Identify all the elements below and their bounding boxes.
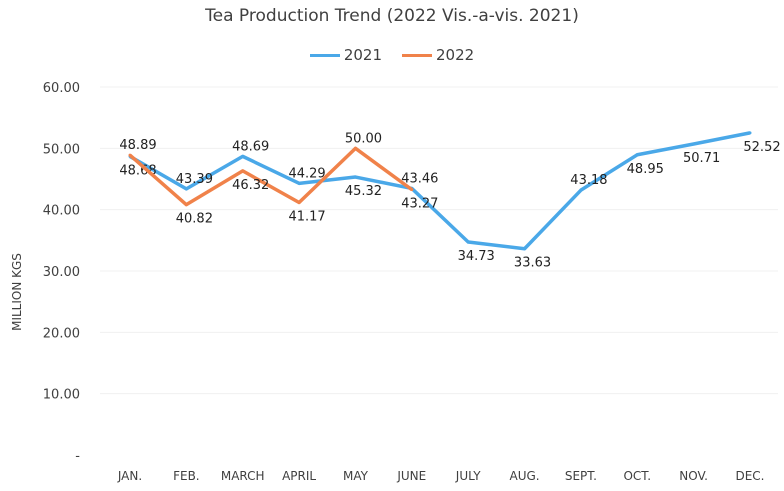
y-tick-label: 30.00 [43,265,80,280]
x-tick-label: JULY [455,469,481,483]
data-point [579,188,583,192]
data-label: 43.39 [176,172,213,187]
legend-label: 2021 [343,46,382,64]
data-label: 40.82 [176,212,213,227]
legend-swatch [309,53,340,57]
x-tick-label: AUG. [509,469,539,483]
data-point [241,169,245,173]
data-label: 48.95 [627,162,664,177]
data-point [241,154,245,158]
data-label: 34.73 [458,249,495,264]
data-point [635,153,639,157]
data-point [748,131,752,135]
data-point [184,203,188,207]
y-tick-label: 20.00 [43,326,80,341]
y-tick-label: 40.00 [43,204,80,219]
data-label: 41.17 [288,209,325,224]
data-label: 44.29 [288,166,325,181]
x-tick-label: OCT. [623,469,651,483]
x-tick-label: JAN. [117,469,142,483]
data-label: 43.46 [401,171,438,186]
data-label: 43.18 [570,173,607,188]
data-label: 48.68 [119,163,156,178]
data-point [466,240,470,244]
legend-swatch [402,53,432,57]
x-tick-label: MAY [343,469,369,483]
legend: 2021 2022 [0,46,784,64]
legend-label: 2022 [436,46,475,64]
data-point [410,188,414,192]
legend-item-2022: 2022 [402,46,474,64]
x-tick-label: JUNE [396,469,426,483]
data-point [297,200,301,204]
data-label: 50.00 [345,131,382,146]
data-label: 46.32 [232,178,269,193]
data-label: 48.69 [232,139,269,154]
data-point [692,142,696,146]
x-tick-label: SEPT. [565,469,597,483]
data-label: 45.32 [345,184,382,199]
y-tick-label: - [75,449,80,464]
x-tick-label: FEB. [173,469,200,483]
data-label: 52.52 [743,140,780,155]
x-tick-label: DEC. [735,469,764,483]
data-point [184,187,188,191]
legend-item-2021: 2021 [309,46,382,64]
data-point [353,175,357,179]
data-label: 48.89 [119,138,156,153]
y-tick-label: 60.00 [43,81,80,96]
data-label: 50.71 [683,151,720,166]
data-point [523,247,527,251]
data-point [353,146,357,150]
data-point [297,181,301,185]
data-label: 43.27 [401,197,438,212]
x-tick-label: APRIL [282,469,316,483]
data-label: 33.63 [514,256,551,271]
series-line-2022 [128,146,413,207]
series-line-2021 [129,131,751,251]
x-tick-label: NOV. [679,469,708,483]
y-tick-label: 10.00 [43,388,80,403]
chart-title: Tea Production Trend (2022 Vis.-a-vis. 2… [205,6,579,26]
x-tick-label: MARCH [221,469,265,483]
y-tick-label: 50.00 [43,142,80,157]
data-point [128,153,132,157]
